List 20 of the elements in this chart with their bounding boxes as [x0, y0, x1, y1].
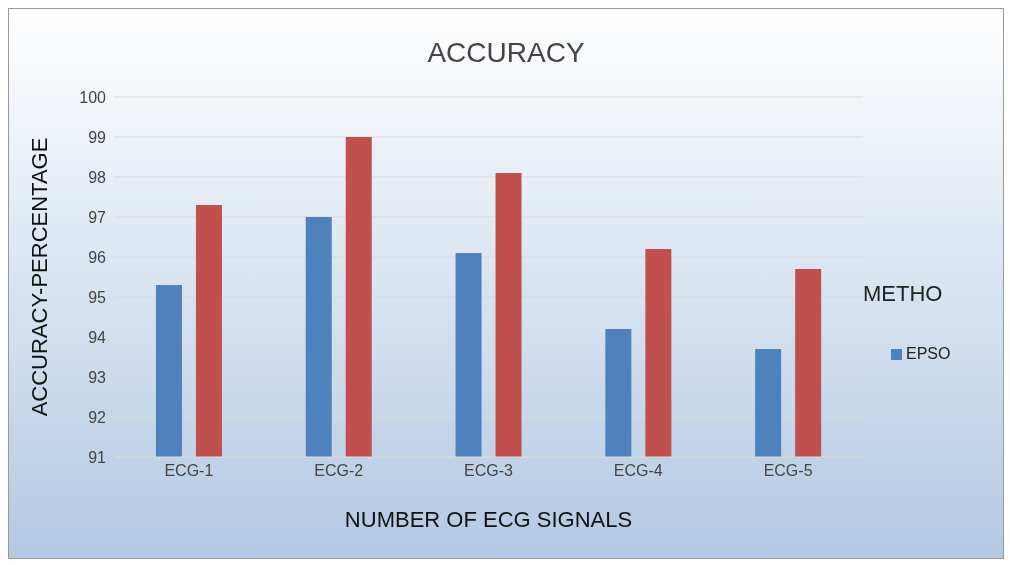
y-tick-label: 93 — [88, 368, 107, 386]
y-tick-label: 96 — [88, 248, 107, 266]
y-tick-label: 92 — [88, 408, 107, 426]
x-tick-label: ECG-5 — [763, 462, 813, 480]
legend-label: EPSO — [905, 345, 952, 363]
y-tick-label: 97 — [88, 208, 107, 226]
chart-title: ACCURACY — [426, 36, 586, 70]
x-tick-label: ECG-1 — [164, 462, 214, 480]
y-tick-label: 100 — [79, 88, 107, 106]
y-tick-label: 98 — [88, 168, 107, 186]
y-tick-label: 99 — [88, 128, 107, 146]
y-tick-label: 95 — [88, 288, 107, 306]
x-tick-label: ECG-3 — [464, 462, 514, 480]
x-tick-label: ECG-2 — [314, 462, 364, 480]
y-axis-title: ACCURACY-PERCENTAGE — [26, 137, 52, 417]
x-tick-label: ECG-4 — [613, 462, 663, 480]
x-axis-title: NUMBER OF ECG SIGNALS — [344, 507, 633, 532]
y-tick-label: 94 — [88, 328, 107, 346]
y-tick-label: 91 — [88, 448, 107, 466]
legend-title: METHO — [863, 281, 944, 307]
